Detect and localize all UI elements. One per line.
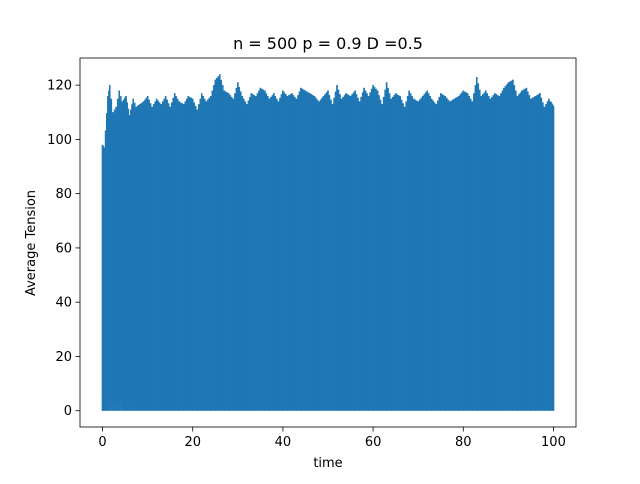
x-axis-ticks: 0 20 40 60 80 100	[98, 427, 566, 450]
y-tick-label: 100	[47, 133, 72, 148]
y-tick-label: 120	[47, 79, 72, 94]
x-tick-label: 100	[541, 435, 566, 450]
y-axis-ticks: 0 20 40 60 80 100 120	[47, 79, 80, 419]
y-tick-label: 40	[55, 296, 72, 311]
x-tick-label: 20	[184, 435, 201, 450]
chart-title: n = 500 p = 0.9 D =0.5	[233, 34, 423, 53]
axes-frame	[79, 57, 577, 428]
y-tick-label: 0	[64, 404, 72, 419]
x-tick-label: 0	[98, 435, 106, 450]
x-tick-label: 80	[455, 435, 472, 450]
y-tick-label: 60	[55, 241, 72, 256]
y-tick-label: 20	[55, 350, 72, 365]
plot-area: 0 20 40 60 80 100 0 20 40 60 80 100 120	[47, 57, 577, 450]
x-axis-label: time	[313, 456, 342, 471]
y-tick-label: 80	[55, 187, 72, 202]
x-tick-label: 60	[365, 435, 382, 450]
x-tick-label: 40	[275, 435, 292, 450]
series-layer	[101, 74, 555, 411]
y-axis-label: Average Tension	[24, 190, 39, 296]
